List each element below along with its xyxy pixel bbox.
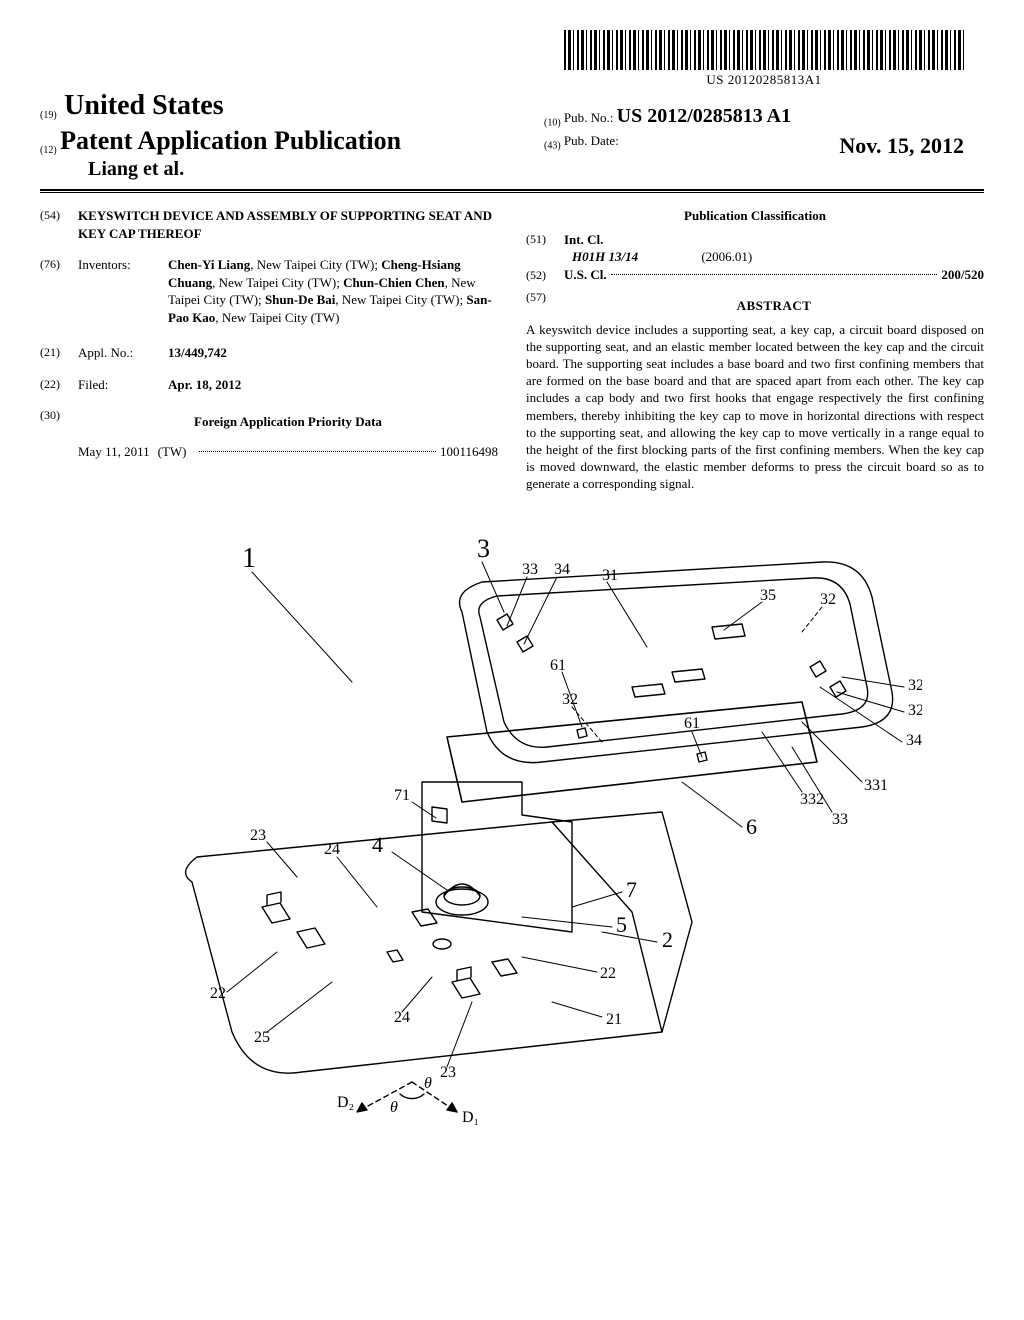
lbl-61a: 61 <box>550 657 566 674</box>
priority-cc: (TW) <box>158 443 187 461</box>
priority-date: May 11, 2011 <box>78 443 150 461</box>
lbl-theta1: θ <box>424 1075 432 1092</box>
lbl-theta2: θ <box>390 1099 398 1116</box>
barcode-text: US 20120285813A1 <box>564 72 964 88</box>
lbl-32a: 32 <box>820 591 836 608</box>
pubclass-header: Publication Classification <box>526 207 984 225</box>
f54-title: KEYSWITCH DEVICE AND ASSEMBLY OF SUPPORT… <box>78 207 498 242</box>
lbl-61b: 61 <box>684 715 700 732</box>
f51-label: Int. Cl. <box>564 232 603 247</box>
f51-num: (51) <box>526 231 564 266</box>
f21-val: 13/449,742 <box>168 345 227 360</box>
country-prefix: (19) <box>40 110 57 121</box>
f51-year: (2006.01) <box>701 249 752 264</box>
lbl-4: 4 <box>372 832 383 857</box>
lbl-321: 321 <box>908 677 922 694</box>
f22-label: Filed: <box>78 376 168 394</box>
exploded-view-svg: 1 3 33 34 31 35 32 321 322 34 331 332 33… <box>102 512 922 1152</box>
priority-row: May 11, 2011 (TW) 100116498 <box>40 443 498 461</box>
f21-label: Appl. No.: <box>78 344 168 362</box>
uscl-dots <box>611 274 938 275</box>
lbl-71: 71 <box>394 787 410 804</box>
doc-type: Patent Application Publication <box>60 126 401 155</box>
lbl-24a: 24 <box>324 841 340 858</box>
lbl-23b: 23 <box>440 1064 456 1081</box>
pubno-label: Pub. No.: <box>564 110 613 125</box>
f22-num: (22) <box>40 376 78 394</box>
f52-val: 200/520 <box>941 266 984 284</box>
f21-num: (21) <box>40 344 78 362</box>
lbl-33a: 33 <box>522 561 538 578</box>
f76-label: Inventors: <box>78 256 168 326</box>
f76-num: (76) <box>40 256 78 326</box>
lbl-23a: 23 <box>250 827 266 844</box>
lbl-2: 2 <box>662 927 673 952</box>
f51-code: H01H 13/14 <box>572 249 638 264</box>
barcode <box>564 30 964 70</box>
lbl-7: 7 <box>626 877 637 902</box>
right-header: (10) Pub. No.: US 2012/0285813 A1 (43) P… <box>544 105 964 159</box>
rule-thin <box>40 192 984 193</box>
pubdate-prefix: (43) <box>544 140 561 151</box>
lbl-22b: 22 <box>210 985 226 1002</box>
priority-num: 100116498 <box>440 443 498 461</box>
lbl-24b: 24 <box>394 1009 410 1026</box>
biblio-columns: (54) KEYSWITCH DEVICE AND ASSEMBLY OF SU… <box>40 207 984 492</box>
doc-prefix: (12) <box>40 145 57 156</box>
f30-header: Foreign Application Priority Data <box>78 413 498 431</box>
pubdate-label: Pub. Date: <box>564 133 619 148</box>
country: United States <box>64 90 223 121</box>
abstract-body: A keyswitch device includes a supporting… <box>526 321 984 493</box>
lbl-35: 35 <box>760 587 776 604</box>
lbl-33b: 33 <box>832 811 848 828</box>
f30-num: (30) <box>40 407 78 437</box>
f52-label: U.S. Cl. <box>564 266 607 284</box>
f22-val: Apr. 18, 2012 <box>168 377 241 392</box>
f57-num: (57) <box>526 289 564 321</box>
f54-num: (54) <box>40 207 78 242</box>
f52-num: (52) <box>526 267 564 283</box>
lbl-21: 21 <box>606 1011 622 1028</box>
lbl-32b: 32 <box>562 691 578 708</box>
pubno: US 2012/0285813 A1 <box>617 105 791 127</box>
lbl-d2: D₂ <box>337 1094 354 1111</box>
priority-dots <box>199 451 436 452</box>
barcode-region: US 20120285813A1 <box>564 30 964 88</box>
right-column: Publication Classification (51) Int. Cl.… <box>526 207 984 492</box>
figure: 1 3 33 34 31 35 32 321 322 34 331 332 33… <box>40 512 984 1157</box>
lbl-d1: D₁ <box>462 1109 479 1126</box>
lbl-25: 25 <box>254 1029 270 1046</box>
abstract-header: ABSTRACT <box>564 297 984 315</box>
lbl-3: 3 <box>477 534 490 563</box>
left-column: (54) KEYSWITCH DEVICE AND ASSEMBLY OF SU… <box>40 207 498 492</box>
pubdate: Nov. 15, 2012 <box>839 133 964 159</box>
f76-body: Chen-Yi Liang, New Taipei City (TW); Che… <box>168 256 498 326</box>
lbl-34a: 34 <box>554 561 570 578</box>
lbl-332: 332 <box>800 791 824 808</box>
lbl-331: 331 <box>864 777 888 794</box>
lbl-31: 31 <box>602 567 618 584</box>
lbl-34b: 34 <box>906 732 922 749</box>
lbl-22a: 22 <box>600 965 616 982</box>
pubno-prefix: (10) <box>544 118 561 129</box>
lbl-322: 322 <box>908 702 922 719</box>
rule-thick <box>40 189 984 191</box>
lbl-6: 6 <box>746 814 757 839</box>
lbl-1: 1 <box>242 543 256 574</box>
lbl-5: 5 <box>616 912 627 937</box>
authors: Liang et al. <box>88 158 984 181</box>
